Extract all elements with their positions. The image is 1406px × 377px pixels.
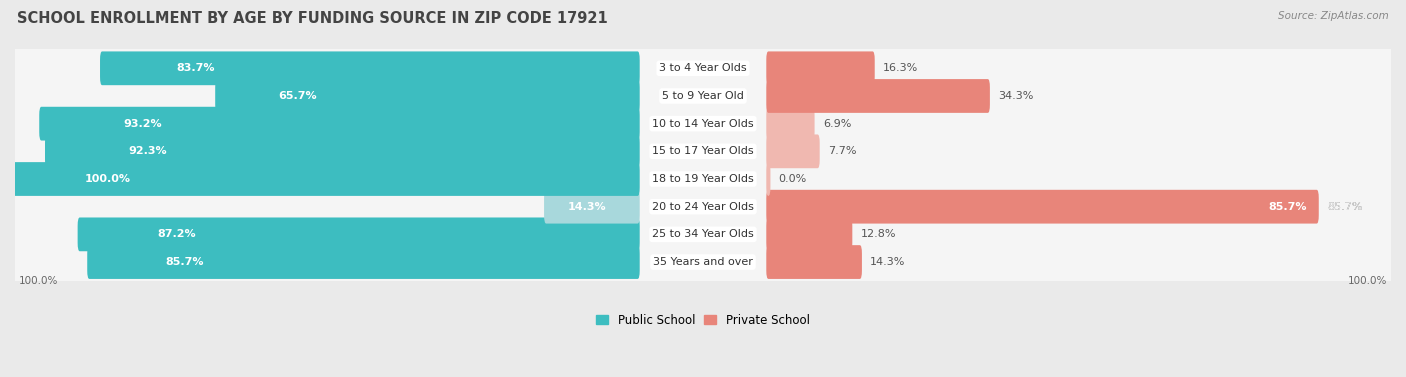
Text: 20 to 24 Year Olds: 20 to 24 Year Olds [652, 202, 754, 212]
Text: 100.0%: 100.0% [84, 174, 131, 184]
Text: 65.7%: 65.7% [278, 91, 316, 101]
FancyBboxPatch shape [766, 79, 990, 113]
Text: 92.3%: 92.3% [128, 146, 167, 156]
FancyBboxPatch shape [14, 42, 1392, 94]
Text: 87.2%: 87.2% [157, 229, 195, 239]
FancyBboxPatch shape [14, 208, 1392, 261]
FancyBboxPatch shape [14, 42, 1392, 95]
Text: 10 to 14 Year Olds: 10 to 14 Year Olds [652, 119, 754, 129]
FancyBboxPatch shape [14, 153, 1392, 205]
Text: 15 to 17 Year Olds: 15 to 17 Year Olds [652, 146, 754, 156]
Text: 85.7%: 85.7% [166, 257, 204, 267]
FancyBboxPatch shape [87, 245, 640, 279]
FancyBboxPatch shape [14, 125, 1392, 177]
FancyBboxPatch shape [14, 125, 1392, 178]
Text: 5 to 9 Year Old: 5 to 9 Year Old [662, 91, 744, 101]
FancyBboxPatch shape [766, 245, 862, 279]
Text: 12.8%: 12.8% [860, 229, 896, 239]
Text: 34.3%: 34.3% [998, 91, 1033, 101]
Text: 100.0%: 100.0% [1348, 276, 1388, 287]
FancyBboxPatch shape [14, 181, 1392, 233]
FancyBboxPatch shape [766, 162, 770, 196]
FancyBboxPatch shape [14, 208, 1392, 261]
Text: 14.3%: 14.3% [870, 257, 905, 267]
FancyBboxPatch shape [544, 190, 640, 224]
FancyBboxPatch shape [14, 97, 1392, 150]
FancyBboxPatch shape [0, 162, 640, 196]
FancyBboxPatch shape [77, 218, 640, 251]
Text: 14.3%: 14.3% [568, 202, 606, 212]
FancyBboxPatch shape [766, 51, 875, 85]
Text: SCHOOL ENROLLMENT BY AGE BY FUNDING SOURCE IN ZIP CODE 17921: SCHOOL ENROLLMENT BY AGE BY FUNDING SOUR… [17, 11, 607, 26]
FancyBboxPatch shape [14, 236, 1392, 289]
Text: 7.7%: 7.7% [828, 146, 856, 156]
FancyBboxPatch shape [766, 190, 1319, 224]
Text: 93.2%: 93.2% [124, 119, 162, 129]
FancyBboxPatch shape [100, 51, 640, 85]
FancyBboxPatch shape [766, 135, 820, 168]
FancyBboxPatch shape [14, 70, 1392, 122]
Text: 85.7%: 85.7% [1268, 202, 1306, 212]
Text: 25 to 34 Year Olds: 25 to 34 Year Olds [652, 229, 754, 239]
Text: 0.0%: 0.0% [779, 174, 807, 184]
Text: 100.0%: 100.0% [18, 276, 58, 287]
FancyBboxPatch shape [14, 180, 1392, 233]
FancyBboxPatch shape [766, 218, 852, 251]
FancyBboxPatch shape [39, 107, 640, 141]
Text: 6.9%: 6.9% [823, 119, 851, 129]
Legend: Public School, Private School: Public School, Private School [596, 314, 810, 326]
Text: 85.7%: 85.7% [1327, 202, 1362, 212]
Text: Source: ZipAtlas.com: Source: ZipAtlas.com [1278, 11, 1389, 21]
FancyBboxPatch shape [14, 98, 1392, 150]
Text: 3 to 4 Year Olds: 3 to 4 Year Olds [659, 63, 747, 73]
Text: 35 Years and over: 35 Years and over [652, 257, 754, 267]
Text: 85.7%: 85.7% [1327, 202, 1362, 212]
FancyBboxPatch shape [215, 79, 640, 113]
FancyBboxPatch shape [766, 107, 814, 141]
FancyBboxPatch shape [14, 69, 1392, 123]
Text: 83.7%: 83.7% [177, 63, 215, 73]
FancyBboxPatch shape [14, 152, 1392, 205]
Text: 16.3%: 16.3% [883, 63, 918, 73]
Text: 18 to 19 Year Olds: 18 to 19 Year Olds [652, 174, 754, 184]
FancyBboxPatch shape [45, 135, 640, 168]
FancyBboxPatch shape [14, 236, 1392, 288]
